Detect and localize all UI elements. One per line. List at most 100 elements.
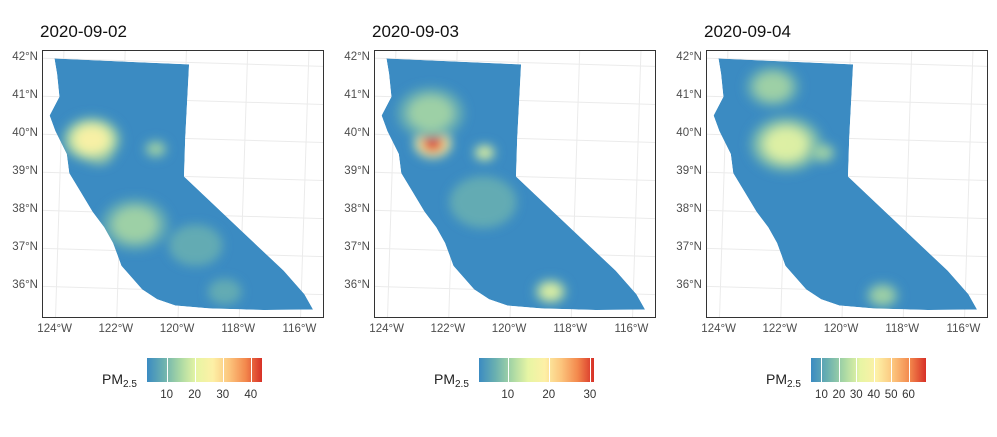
lat-tick-label: 37°N [676, 241, 702, 254]
legend-title-subscript: 2.5 [787, 379, 801, 390]
legend-title: PM2.5 [434, 371, 469, 390]
map-canvas [43, 51, 323, 317]
lat-tick-label: 40°N [676, 127, 702, 140]
lon-tick-label: 118°W [553, 323, 588, 335]
legend-title: PM2.5 [102, 371, 137, 390]
legend-title-main: PM [102, 371, 123, 387]
map-frame [374, 50, 656, 318]
lat-tick-label: 42°N [676, 51, 702, 64]
graticule-lon-line [964, 51, 974, 317]
legend-colorbar [811, 358, 926, 382]
lat-tick-label: 39°N [676, 165, 702, 178]
lat-tick-label: 41°N [676, 89, 702, 102]
legend-tick-mark [838, 358, 840, 382]
legend-tick-label: 30 [583, 389, 597, 401]
pm25-hotspot [112, 206, 158, 243]
lon-tick-label: 116°W [946, 323, 981, 335]
legend-tick-label: 20 [542, 389, 556, 401]
pm25-hotspot [813, 145, 832, 160]
lat-tick-label: 39°N [12, 165, 38, 178]
lon-tick-label: 118°W [221, 323, 256, 335]
legend-tick-label: 10 [815, 389, 828, 401]
pm25-hotspot [754, 72, 791, 101]
graticule-lon-line [632, 51, 642, 317]
legend-title-main: PM [434, 371, 455, 387]
legend-colorbar [479, 358, 594, 382]
legend-tick-mark [166, 358, 168, 382]
lat-tick-label: 41°N [12, 89, 38, 102]
pm25-hotspot [407, 95, 454, 131]
pm25-hotspot [541, 284, 561, 299]
lon-tick-label: 122°W [98, 323, 134, 335]
pm25-hotspot [423, 136, 442, 151]
map-canvas [375, 51, 655, 317]
region-base [49, 58, 314, 311]
lat-tick-label: 42°N [12, 51, 38, 64]
legend-tick-mark [589, 358, 591, 382]
lat-tick-label: 40°N [12, 127, 38, 140]
lat-tick-label: 36°N [676, 279, 702, 292]
pm25-hotspot [477, 147, 492, 158]
legend-tick-label: 20 [188, 389, 202, 401]
panel-title: 2020-09-02 [40, 22, 127, 41]
lat-tick-label: 38°N [676, 203, 702, 216]
pm25-hotspot [449, 176, 517, 229]
legend-tick-mark [250, 358, 252, 382]
pm25-hotspot [76, 127, 108, 152]
lon-tick-label: 124°W [701, 323, 736, 335]
pm25-field [713, 58, 978, 311]
pm25-hotspot [168, 224, 223, 267]
legend-tick-label: 10 [501, 389, 515, 401]
legend-tick-mark [856, 358, 858, 382]
legend-tick-label: 30 [849, 389, 863, 401]
graticule-lat-line [375, 57, 655, 67]
graticule-lat-line [43, 57, 323, 67]
legend-tick-mark [507, 358, 509, 382]
legend-tick-label: 30 [216, 389, 230, 401]
legend-tick-mark [194, 358, 196, 382]
legend-title-main: PM [766, 371, 787, 387]
panel-title: 2020-09-04 [704, 22, 791, 41]
map-panel: 2020-09-04 42°N 41°N 40°N 39°N 38°N 37°N 36°N 12… [664, 0, 996, 437]
lon-tick-label: 120°W [491, 323, 527, 335]
lon-tick-label: 124°W [369, 323, 404, 335]
lon-tick-label: 116°W [282, 323, 317, 335]
lat-tick-label: 38°N [12, 203, 38, 216]
lat-tick-label: 37°N [344, 241, 370, 254]
lat-tick-label: 41°N [344, 89, 370, 102]
color-legend: PM2.5 10 20 30 40 50 60 [664, 358, 996, 401]
lon-tick-label: 120°W [823, 323, 859, 335]
panel-title: 2020-09-03 [372, 22, 459, 41]
legend-tick-mark [891, 358, 893, 382]
color-legend: PM2.5 10 20 30 [332, 358, 664, 401]
pm25-hotspot [207, 278, 242, 305]
graticule-lon-line [300, 51, 310, 317]
lat-tick-label: 37°N [12, 241, 38, 254]
legend-colorbar [147, 358, 262, 382]
map-panel: 2020-09-03 42°N 41°N 40°N 39°N 38°N 37°N 36°N 12… [332, 0, 664, 437]
lat-tick-label: 42°N [344, 51, 370, 64]
legend-tick-label: 20 [832, 389, 846, 401]
map-panel: 2020-09-02 42°N 41°N 40°N 39°N 38°N 37°N 36°N 12… [0, 0, 332, 437]
lon-tick-label: 122°W [430, 323, 466, 335]
pm25-field [49, 58, 314, 311]
legend-title-subscript: 2.5 [123, 379, 137, 390]
color-legend: PM2.5 10 20 30 40 [0, 358, 332, 401]
map-canvas [707, 51, 987, 317]
lat-tick-label: 36°N [12, 279, 38, 292]
legend-tick-mark [873, 358, 875, 382]
lon-tick-label: 120°W [159, 323, 195, 335]
legend-title-subscript: 2.5 [455, 379, 469, 390]
legend-tick-label: 40 [244, 389, 258, 401]
lat-tick-label: 39°N [344, 165, 370, 178]
pm25-hotspot [765, 127, 808, 161]
pm25-hotspot [871, 286, 894, 305]
lon-tick-label: 124°W [37, 323, 72, 335]
legend-tick-mark [821, 358, 823, 382]
legend-tick-label: 40 [867, 389, 881, 401]
legend-tick-mark [908, 358, 910, 382]
pm25-field [381, 58, 646, 311]
graticule-lat-line [707, 57, 987, 67]
lon-tick-label: 122°W [762, 323, 798, 335]
lon-tick-label: 118°W [885, 323, 920, 335]
